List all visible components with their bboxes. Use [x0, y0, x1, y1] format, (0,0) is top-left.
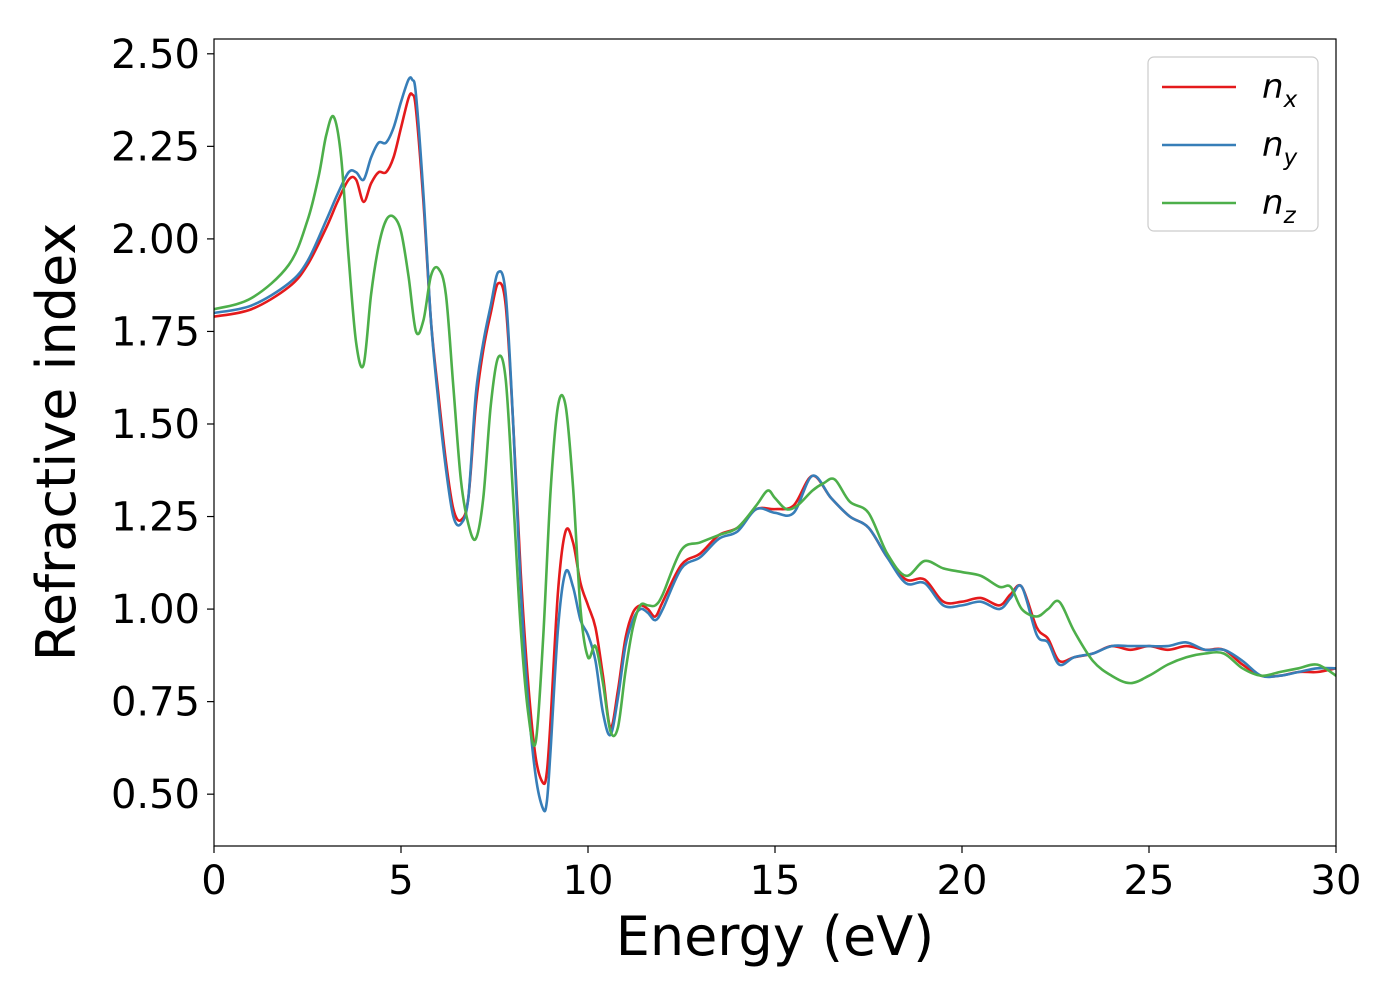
- y-tick-label: 1.25: [111, 495, 200, 541]
- y-tick-label: 2.25: [111, 124, 200, 170]
- x-tick-label: 15: [750, 858, 801, 904]
- y-tick-label: 2.00: [111, 217, 200, 263]
- y-axis: 0.50 0.75 1.00 1.25 1.50 1.75 2.00 2.25 2.50: [111, 32, 214, 818]
- x-tick-label: 25: [1124, 858, 1175, 904]
- x-tick-label: 0: [201, 858, 226, 904]
- y-tick-label: 1.75: [111, 309, 200, 355]
- y-tick-label: 1.50: [111, 402, 200, 448]
- x-axis-title: Energy (eV): [616, 905, 935, 968]
- x-tick-label: 30: [1311, 858, 1362, 904]
- y-axis-title: Refractive index: [25, 223, 88, 662]
- y-tick-label: 2.50: [111, 32, 200, 78]
- y-tick-label: 0.50: [111, 772, 200, 818]
- series-line-y: [214, 76, 1336, 813]
- x-axis: 0 5 10 15 20 25 30: [201, 846, 1361, 904]
- series-layer: [214, 76, 1336, 813]
- x-tick-label: 20: [937, 858, 988, 904]
- y-tick-label: 1.00: [111, 587, 200, 633]
- x-tick-label: 10: [563, 858, 614, 904]
- series-line-z: [214, 114, 1336, 747]
- y-tick-label: 0.75: [111, 680, 200, 726]
- x-tick-label: 5: [388, 858, 413, 904]
